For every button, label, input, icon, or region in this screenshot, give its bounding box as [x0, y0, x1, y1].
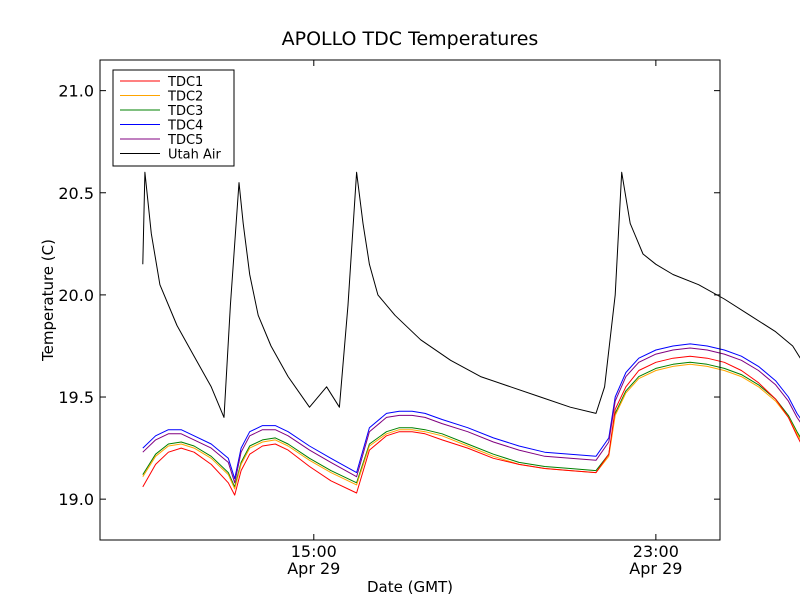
x-axis-label: Date (GMT) — [367, 578, 453, 596]
series-line-utah-air — [142, 171, 800, 418]
x-tick-date-label: Apr 29 — [287, 559, 340, 578]
series-line-tdc3 — [142, 361, 800, 488]
legend-label-tdc1: TDC1 — [167, 75, 203, 90]
legend-label-utah-air: Utah Air — [168, 148, 221, 163]
y-tick-label: 20.5 — [58, 184, 94, 203]
x-tick-time-label: 15:00 — [291, 542, 337, 561]
y-tick-label: 19.5 — [58, 388, 94, 407]
chart-title: APOLLO TDC Temperatures — [282, 28, 539, 50]
legend-label-tdc5: TDC5 — [167, 133, 203, 148]
legend-label-tdc4: TDC4 — [167, 119, 203, 134]
series-line-tdc5 — [142, 347, 800, 484]
series-line-tdc2 — [142, 363, 800, 490]
plot-frame — [99, 59, 721, 541]
legend-frame — [112, 69, 235, 167]
y-tick-label: 20.0 — [58, 286, 94, 305]
legend-label-tdc3: TDC3 — [167, 104, 203, 119]
series-line-tdc1 — [142, 355, 800, 496]
y-tick-label: 21.0 — [58, 82, 94, 101]
y-axis-label: Temperature (C) — [39, 239, 57, 362]
y-tick-label: 19.0 — [58, 490, 94, 509]
x-tick-date-label: Apr 29 — [629, 559, 682, 578]
series-layer — [142, 171, 800, 496]
legend-label-tdc2: TDC2 — [167, 90, 203, 105]
x-tick-time-label: 23:00 — [633, 542, 679, 561]
series-line-tdc4 — [142, 343, 800, 480]
